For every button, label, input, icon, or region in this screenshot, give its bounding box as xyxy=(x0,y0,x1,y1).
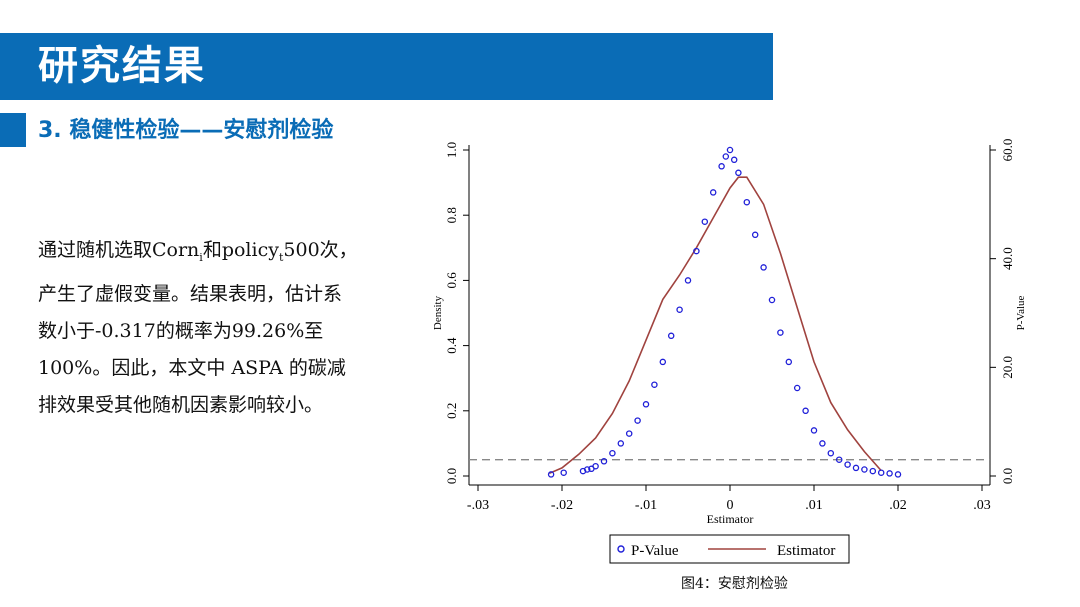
p-value-point xyxy=(861,466,868,473)
p-value-point xyxy=(726,146,734,154)
p-value-point xyxy=(642,401,650,408)
p-value-point xyxy=(743,198,751,206)
x-tick-label: 0 xyxy=(727,498,734,513)
x-tick-label: -.01 xyxy=(635,498,657,513)
y-left-tick-label: 0.6 xyxy=(444,272,459,289)
y-left-tick-label: 0.2 xyxy=(444,403,459,419)
p-value-point xyxy=(676,306,683,313)
p-value-point xyxy=(651,381,658,388)
p-value-point xyxy=(583,466,591,473)
p-value-point xyxy=(659,358,667,366)
p-value-point xyxy=(617,440,625,447)
p-value-point xyxy=(667,332,675,340)
p-value-point xyxy=(625,430,633,437)
x-axis-label: Estimator xyxy=(707,512,754,526)
p-value-point xyxy=(886,470,893,477)
legend: P-Value Estimator xyxy=(609,534,850,564)
legend-pvalue-marker xyxy=(617,545,625,553)
p-value-point xyxy=(684,277,692,284)
section-marker xyxy=(0,113,26,147)
estimator-density-line xyxy=(549,176,882,475)
figure-caption: 图4：安慰剂检验 xyxy=(681,576,788,592)
x-tick-label: .03 xyxy=(973,498,991,513)
p-value-point xyxy=(810,427,818,434)
page-title: 研究结果 xyxy=(38,43,206,89)
x-axis-ticks: -.03 -.02 -.01 0 .01 .02 .03 xyxy=(467,485,991,513)
p-value-point xyxy=(592,462,599,470)
p-value-point xyxy=(802,407,809,415)
p-value-point xyxy=(785,358,793,366)
p-value-point xyxy=(730,156,738,164)
p-value-point xyxy=(693,247,700,255)
p-value-points xyxy=(547,146,902,478)
p-value-point xyxy=(634,417,641,424)
legend-pvalue-label: P-Value xyxy=(631,543,679,559)
body-line-3: 数小于-0.317的概率为99.26%至 xyxy=(38,319,324,342)
p-value-point xyxy=(560,469,567,476)
p-value-point xyxy=(844,461,851,468)
chart-figure: -.03 -.02 -.01 0 .01 .02 .03 0.0 0.2 0.4 0.6 0.8 1.… xyxy=(412,125,1048,568)
y-left-tick-label: 0.8 xyxy=(444,207,459,223)
p-value-point xyxy=(894,471,902,478)
y-right-tick-label: 60.0 xyxy=(1000,139,1015,162)
placebo-chart: -.03 -.02 -.01 0 .01 .02 .03 0.0 0.2 0.4 0.6 0.8 1.… xyxy=(432,139,1027,564)
y-left-axis-label: Density xyxy=(432,295,444,330)
body-line-2: 产生了虚假变量。结果表明，估计系 xyxy=(38,282,343,305)
p-value-point xyxy=(609,449,616,457)
p-value-point xyxy=(547,471,555,478)
body-paragraph: 通过随机选取Corni和policyt500次， 产生了虚假变量。结果表明，估计… xyxy=(38,232,388,424)
legend-estimator-label: Estimator xyxy=(777,543,835,559)
p-value-point xyxy=(709,189,717,196)
p-value-point xyxy=(701,218,709,225)
y-left-tick-label: 0.0 xyxy=(444,468,459,484)
y-right-axis-ticks: 0.0 20.0 40.0 60.0 xyxy=(990,139,1015,484)
y-right-axis-label: P-Value xyxy=(1015,295,1027,330)
body-line-1: 通过随机选取Corni和policyt500次， xyxy=(38,239,358,264)
body-line-5: 排效果受其他随机因素影响较小。 xyxy=(38,393,324,416)
p-value-point xyxy=(827,449,835,457)
y-right-tick-label: 40.0 xyxy=(1000,247,1015,270)
y-right-tick-label: 0.0 xyxy=(1000,468,1015,484)
p-value-point xyxy=(777,329,784,336)
p-value-point xyxy=(877,469,885,476)
title-bar: 研究结果 xyxy=(0,33,773,100)
y-left-tick-label: 0.4 xyxy=(444,337,459,354)
p-value-point xyxy=(722,153,730,160)
x-tick-label: -.03 xyxy=(467,498,489,513)
p-value-point xyxy=(718,163,725,170)
p-value-point xyxy=(852,464,860,472)
section-subtitle: 3. 稳健性检验——安慰剂检验 xyxy=(38,118,334,143)
p-value-point xyxy=(600,458,608,465)
y-right-tick-label: 20.0 xyxy=(1000,356,1015,379)
x-tick-label: .01 xyxy=(805,498,823,513)
p-value-point xyxy=(819,440,826,447)
p-value-point xyxy=(735,169,742,177)
y-left-tick-label: 1.0 xyxy=(444,142,459,158)
p-value-point xyxy=(768,296,776,304)
y-left-axis-ticks: 0.0 0.2 0.4 0.6 0.8 1.0 xyxy=(444,142,469,484)
body-line-4: 100%。因此，本文中 ASPA 的碳减 xyxy=(38,356,346,379)
x-tick-label: -.02 xyxy=(551,498,573,513)
p-value-point xyxy=(835,456,843,463)
x-tick-label: .02 xyxy=(889,498,907,513)
p-value-point xyxy=(751,231,759,239)
p-value-point xyxy=(869,467,877,475)
p-value-point xyxy=(793,384,801,392)
p-value-point xyxy=(760,264,767,271)
